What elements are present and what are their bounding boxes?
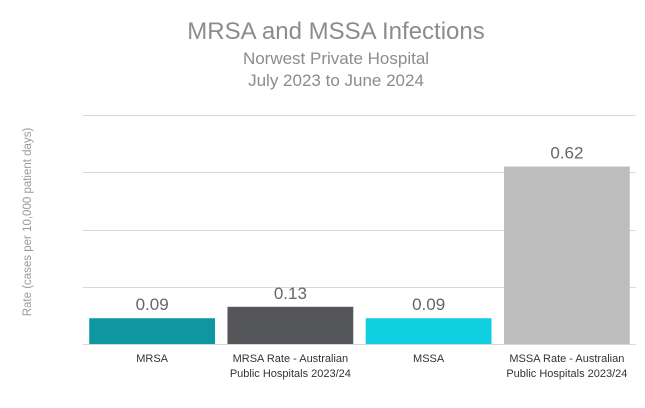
data-label-2: 0.09 [412, 295, 445, 314]
category-label-3-line-1: Public Hospitals 2023/24 [506, 368, 627, 380]
chart-subtitle-line-1: Norwest Private Hospital [243, 49, 429, 68]
category-label-0: MRSA [136, 353, 168, 365]
data-labels: 0.09 0.13 0.09 0.62 [136, 144, 584, 315]
category-label-2: MSSA [413, 353, 445, 365]
chart-title: MRSA and MSSA Infections [187, 18, 484, 45]
bars [89, 166, 630, 344]
bar-3 [503, 166, 630, 344]
bar-0 [89, 318, 216, 344]
category-label-1: MRSA Rate - Australian [233, 353, 349, 365]
category-labels: MRSA MRSA Rate - Australian Public Hospita… [136, 353, 627, 380]
chart-subtitle-line-2: July 2023 to June 2024 [248, 71, 424, 90]
bar-1 [227, 306, 354, 344]
category-label-1-line-1: Public Hospitals 2023/24 [230, 368, 351, 380]
data-label-0: 0.09 [136, 295, 169, 314]
data-label-1: 0.13 [274, 284, 307, 303]
y-axis-label: Rate (cases per 10,000 patient days) [22, 128, 34, 317]
data-label-3: 0.62 [550, 144, 583, 163]
bar-2 [365, 318, 492, 344]
category-label-3: MSSA Rate - Australian [509, 353, 624, 365]
